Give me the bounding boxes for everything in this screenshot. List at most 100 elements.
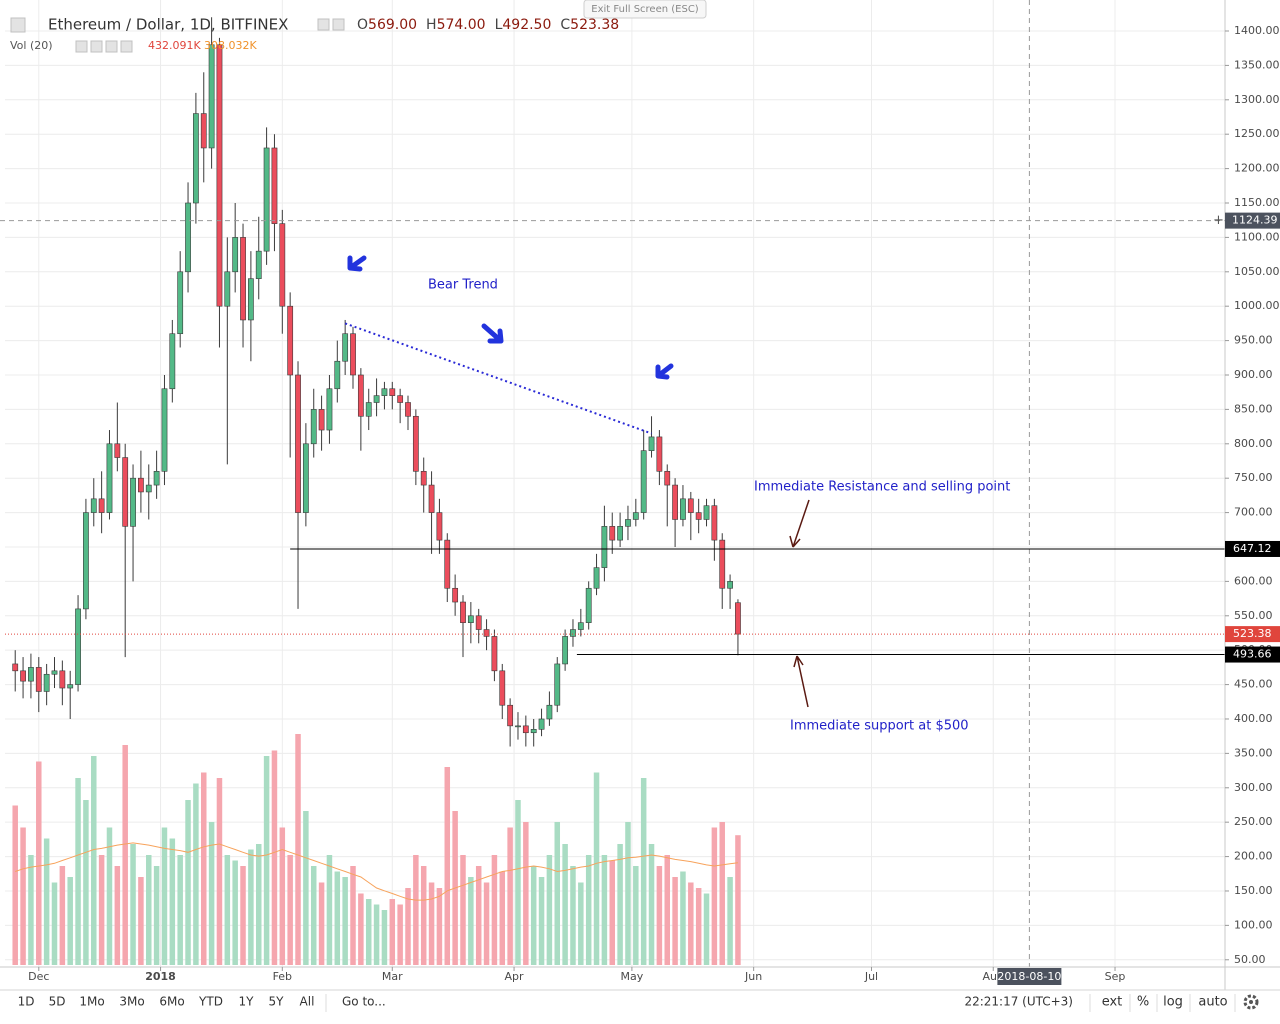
- volume-bar: [365, 899, 372, 965]
- volume-ma-line: [15, 842, 738, 901]
- candle-body: [515, 725, 521, 728]
- price-line-box: [1225, 540, 1280, 557]
- volume-bar: [12, 805, 18, 965]
- range-button[interactable]: All: [300, 995, 315, 1009]
- candle-body: [585, 587, 592, 623]
- range-button[interactable]: 3Mo: [119, 995, 144, 1009]
- chart-title: Ethereum / Dollar, 1D, BITFINEX: [48, 16, 288, 34]
- candle-body: [554, 663, 561, 706]
- candle-body: [35, 667, 42, 692]
- candle-body: [593, 567, 600, 589]
- ohlc-value: 492.50: [502, 17, 551, 33]
- candle-body: [177, 271, 184, 335]
- candle-body: [98, 498, 105, 513]
- volume-bar: [318, 882, 325, 965]
- candle-body: [436, 512, 443, 541]
- y-tick-label: 1100.00: [1234, 230, 1280, 243]
- x-tick-label: Dec: [28, 970, 49, 983]
- volume-bar: [263, 756, 270, 965]
- volume-legend-value: 308.032K: [204, 39, 257, 52]
- y-tick-label: 1200.00: [1234, 162, 1280, 175]
- volume-bar: [695, 888, 702, 965]
- candle-body: [467, 615, 474, 623]
- option-button[interactable]: ext: [1102, 995, 1123, 1010]
- candle-body: [287, 305, 294, 376]
- y-tick-label: 550.00: [1234, 609, 1273, 622]
- volume-bar: [507, 827, 513, 965]
- range-button[interactable]: 1Mo: [79, 995, 104, 1009]
- candle-body: [719, 539, 726, 589]
- range-button[interactable]: 6Mo: [159, 995, 184, 1009]
- candle-body: [232, 237, 239, 273]
- settings-icon[interactable]: [1243, 994, 1259, 1010]
- volume-bar: [334, 871, 341, 965]
- volume-bar: [98, 855, 105, 965]
- volume-bar: [36, 761, 42, 965]
- volume-bar: [578, 882, 584, 965]
- candle-body: [350, 333, 356, 376]
- exit-fullscreen-label[interactable]: Exit Full Screen (ESC): [591, 4, 699, 15]
- volume-bar: [397, 904, 403, 965]
- volume-bar: [719, 822, 725, 965]
- option-button[interactable]: auto: [1198, 995, 1227, 1010]
- range-button[interactable]: 1D: [18, 995, 35, 1009]
- candle-body: [271, 147, 278, 224]
- crosshair-price-box: [1225, 212, 1280, 229]
- volume-bar: [428, 882, 435, 965]
- volume-bar: [648, 844, 655, 965]
- y-tick-label: 1000.00: [1234, 299, 1280, 312]
- candle-body: [83, 512, 89, 610]
- volume-bar: [625, 822, 631, 965]
- range-button[interactable]: 5Y: [269, 995, 285, 1009]
- candle-body: [420, 471, 427, 486]
- range-button[interactable]: 1Y: [239, 995, 255, 1009]
- candle-body: [373, 395, 380, 403]
- volume-bar: [672, 877, 678, 965]
- option-button[interactable]: log: [1163, 995, 1183, 1010]
- x-tick-label: Sep: [1105, 970, 1126, 983]
- range-button[interactable]: YTD: [198, 995, 223, 1009]
- y-tick-label: 750.00: [1234, 471, 1273, 484]
- volume-bar: [350, 866, 356, 965]
- goto-button[interactable]: Go to...: [342, 995, 386, 1009]
- y-tick-label: 950.00: [1234, 334, 1273, 347]
- volume-bar: [499, 871, 506, 965]
- candle-body: [609, 526, 616, 541]
- toolbar: [0, 990, 1280, 1024]
- candle-body: [499, 670, 506, 706]
- exit-fullscreen-button[interactable]: [583, 0, 707, 19]
- ohlc-label: O: [357, 17, 368, 33]
- candle-body: [193, 113, 199, 204]
- volume-bar: [735, 835, 741, 965]
- volume-bar: [279, 827, 286, 965]
- ohlc-label: C: [560, 17, 570, 33]
- candle-body: [381, 388, 388, 396]
- crosshair-date-label: 2018-08-10: [997, 970, 1061, 983]
- volume-bar: [601, 855, 608, 965]
- volume-bar: [193, 783, 199, 965]
- volume-bar: [680, 871, 686, 965]
- y-tick-label: 150.00: [1234, 884, 1273, 897]
- x-tick-label: Jul: [864, 970, 878, 983]
- x-tick-label: Jun: [744, 970, 762, 983]
- volume-bar: [240, 866, 246, 965]
- candle-body: [695, 512, 702, 520]
- candle-body: [326, 388, 333, 431]
- y-tick-label: 300.00: [1234, 781, 1273, 794]
- y-tick-label: 1050.00: [1234, 265, 1280, 278]
- range-button[interactable]: 5D: [49, 995, 66, 1009]
- option-button[interactable]: %: [1137, 995, 1149, 1010]
- candle-body: [570, 629, 576, 637]
- volume-bar: [593, 772, 600, 965]
- candle-body: [444, 539, 451, 589]
- volume-bar: [554, 822, 561, 965]
- legend-icons: [10, 17, 345, 53]
- candle-body: [625, 519, 631, 527]
- volume-bar: [114, 866, 121, 965]
- y-tick-label: 250.00: [1234, 815, 1273, 828]
- volume-bar: [216, 778, 223, 965]
- volume-bar: [310, 866, 317, 965]
- candle-body: [310, 409, 317, 445]
- candle-body: [365, 402, 372, 417]
- candle-body: [452, 587, 459, 603]
